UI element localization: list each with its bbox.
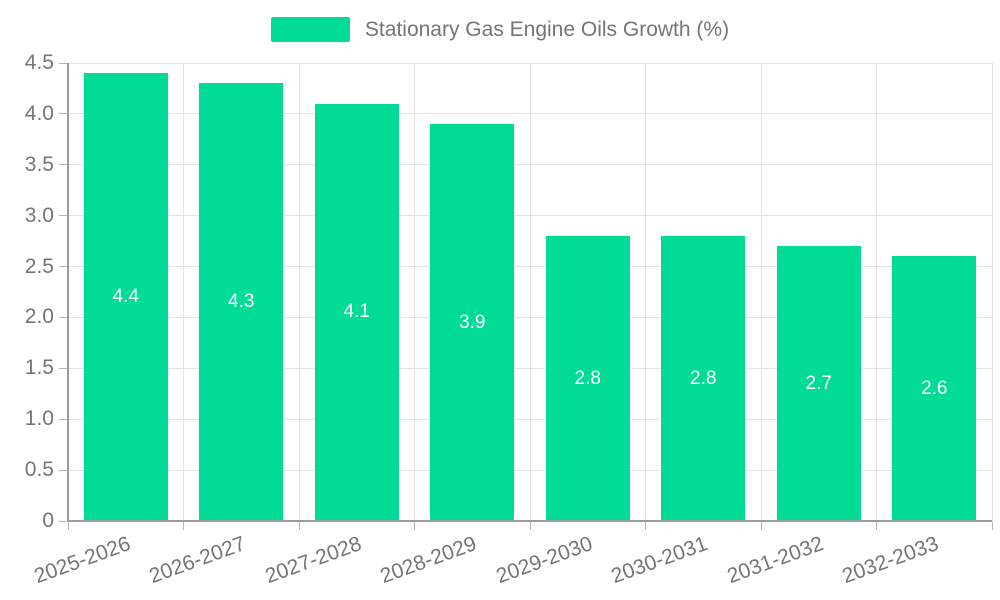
bar-value-label: 4.1 [343, 301, 370, 323]
bar-value-label: 4.4 [112, 286, 139, 308]
y-tick-label: 1.5 [24, 356, 54, 380]
plot-area: 0 0.5 1.0 1.5 2.0 2.5 3.0 3.5 4.0 4.5 4.4 2025-2026… [25, 52, 993, 588]
y-axis-tick [59, 520, 68, 522]
x-axis-tick [645, 522, 646, 530]
bar[interactable] [545, 236, 630, 521]
x-axis-line [68, 520, 992, 522]
x-axis-tick [876, 522, 877, 530]
x-axis-tick [67, 522, 69, 530]
y-axis-tick [59, 266, 68, 268]
v-gridline [991, 63, 993, 521]
y-axis-tick [59, 113, 68, 115]
y-axis-tick [59, 418, 68, 420]
x-axis-tick [298, 522, 300, 530]
legend-label: Stationary Gas Engine Oils Growth (%) [364, 17, 730, 41]
bar-value-label: 4.3 [228, 291, 255, 313]
bar[interactable] [430, 124, 515, 521]
y-axis-tick [59, 469, 68, 471]
y-axis-line [67, 63, 69, 521]
y-axis-tick [59, 164, 68, 166]
y-axis-tick [59, 62, 68, 64]
bar[interactable] [199, 83, 284, 521]
bar-value-label: 3.9 [459, 311, 486, 333]
y-axis-tick [59, 215, 68, 217]
y-tick-label: 4.5 [24, 51, 54, 74]
legend[interactable]: Stationary Gas Engine Oils Growth (%) [0, 17, 1000, 42]
v-gridline [529, 63, 531, 521]
bar[interactable] [776, 246, 861, 521]
bar-value-label: 2.8 [574, 367, 601, 389]
x-axis-tick [414, 522, 415, 530]
bar[interactable] [892, 256, 977, 521]
v-gridline [760, 63, 762, 521]
x-axis-tick [760, 522, 762, 530]
bar-value-label: 2.7 [805, 372, 832, 394]
x-axis-tick [529, 522, 531, 530]
y-tick-label: 0.5 [24, 458, 54, 482]
bar[interactable] [661, 236, 746, 521]
legend-swatch[interactable] [270, 17, 350, 42]
y-tick-label: 2.0 [24, 305, 54, 329]
y-tick-label: 1.0 [24, 407, 54, 431]
y-tick-label: 0 [42, 509, 54, 532]
v-gridline [645, 63, 646, 521]
v-gridline [298, 63, 300, 521]
y-tick-label: 3.0 [24, 203, 54, 227]
bar[interactable] [314, 103, 399, 521]
v-gridline [876, 63, 877, 521]
y-tick-label: 2.5 [24, 254, 54, 278]
y-axis-tick [59, 316, 68, 318]
x-axis-tick [991, 522, 993, 530]
v-gridline [183, 63, 184, 521]
v-gridline [414, 63, 415, 521]
y-tick-label: 4.0 [24, 101, 54, 125]
bar-value-label: 2.8 [690, 367, 717, 389]
x-axis-tick [183, 522, 184, 530]
y-tick-label: 3.5 [24, 152, 54, 176]
y-axis-tick [59, 367, 68, 369]
bar[interactable] [83, 73, 168, 521]
bar-value-label: 2.6 [921, 377, 948, 399]
